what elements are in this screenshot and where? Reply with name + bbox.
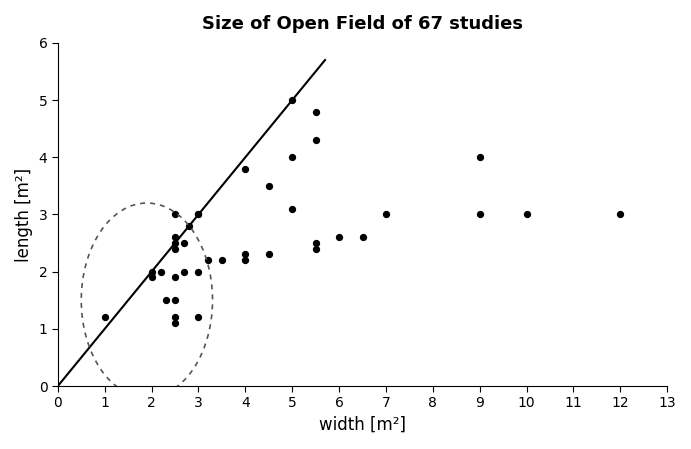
Point (615, 211, 626, 218)
Point (184, 222, 195, 229)
Point (169, 211, 180, 218)
Y-axis label: length [m²]: length [m²] (15, 167, 33, 261)
Point (216, 257, 227, 264)
Point (169, 245, 180, 252)
Point (146, 274, 157, 281)
Point (240, 165, 251, 172)
Point (287, 154, 298, 161)
Point (155, 268, 167, 275)
Point (169, 234, 180, 241)
Point (169, 274, 180, 281)
Point (146, 268, 157, 275)
Point (474, 211, 485, 218)
Point (310, 136, 321, 144)
Point (357, 234, 368, 241)
Point (179, 239, 190, 247)
Point (310, 108, 321, 115)
Point (160, 297, 171, 304)
Point (202, 257, 214, 264)
Point (169, 239, 180, 247)
Point (240, 257, 251, 264)
Point (334, 234, 345, 241)
Point (287, 205, 298, 212)
Point (263, 182, 274, 189)
Point (263, 251, 274, 258)
Title: Size of Open Field of 67 studies: Size of Open Field of 67 studies (202, 15, 523, 33)
Point (240, 251, 251, 258)
Point (310, 245, 321, 252)
X-axis label: width [m²]: width [m²] (319, 416, 406, 434)
Point (474, 154, 485, 161)
Point (100, 314, 111, 321)
Point (193, 211, 204, 218)
Point (193, 314, 204, 321)
Point (287, 97, 298, 104)
Point (169, 314, 180, 321)
Point (179, 268, 190, 275)
Point (169, 320, 180, 327)
Point (193, 268, 204, 275)
Point (381, 211, 392, 218)
Point (310, 239, 321, 247)
Point (521, 211, 532, 218)
Point (193, 211, 204, 218)
Point (169, 297, 180, 304)
